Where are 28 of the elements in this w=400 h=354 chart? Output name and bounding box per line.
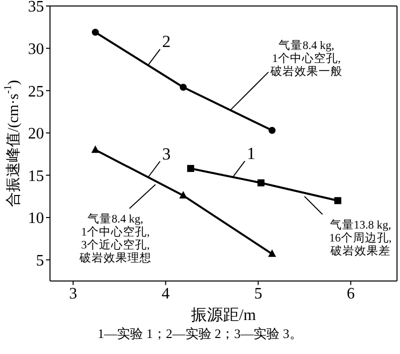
annotation: 气量8.4 kg, 1个中心空孔, 破岩效果一般	[269, 39, 342, 78]
y-tick-label: 25	[28, 83, 44, 100]
point	[268, 126, 276, 134]
y-tick-label: 20	[28, 126, 44, 143]
y-tick-label: 15	[28, 168, 44, 185]
y-tick-label: 30	[28, 40, 44, 58]
series-label: 1	[246, 144, 256, 164]
series-label: 3	[162, 144, 171, 164]
point	[92, 28, 99, 36]
point	[334, 197, 342, 204]
point	[91, 145, 100, 153]
x-tick-label: 5	[254, 285, 262, 302]
x-tick-label: 4	[162, 285, 170, 302]
y-tick-label: 35	[28, 0, 44, 16]
point	[180, 84, 187, 91]
x-tick-label: 6	[346, 285, 355, 302]
y-tick-label: 10	[28, 210, 44, 228]
point	[257, 179, 264, 186]
y-tick-label: 5	[36, 252, 44, 270]
series-label: 2	[162, 32, 171, 52]
point	[179, 191, 188, 199]
x-axis-title: 振源距/m	[191, 306, 256, 324]
point	[187, 164, 194, 172]
text: 1—实验 1；2—实验 2；3—实验 3。	[96, 325, 304, 343]
annotation: 气量8.4 kg, 1个中心空孔, 3个近心空孔, 破岩效果理想	[78, 212, 152, 265]
x-tick-label: 3	[69, 285, 78, 302]
annotation: 气量13.8 kg, 16个周边孔, 破岩效果差	[329, 218, 392, 258]
point	[268, 249, 276, 257]
